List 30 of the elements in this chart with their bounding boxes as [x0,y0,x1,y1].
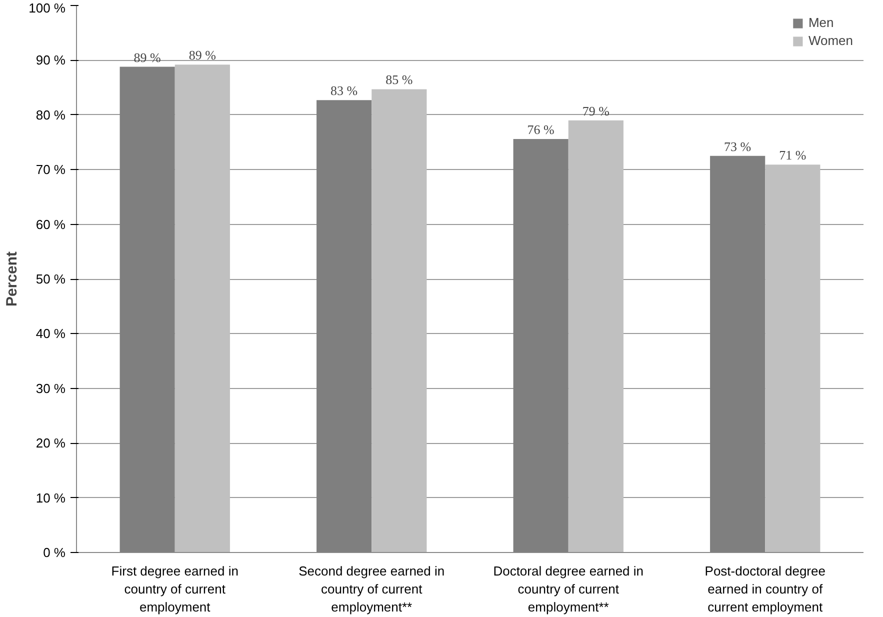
x-tick-label: First degree earned in country of current employment [111,564,238,614]
y-tick-label: 50 % [36,272,66,286]
legend-label: Men [808,15,834,30]
legend-label: Women [808,33,853,48]
data-label: 73 % [724,138,752,154]
bar [372,89,427,552]
x-tick-label: Doctoral degree earned in country of current employment** [493,564,644,614]
y-tick-label: 20 % [36,436,66,451]
bar [568,120,624,552]
bar [765,164,820,552]
y-tick-label: 0 % [43,545,66,560]
data-label: 71 % [779,148,806,163]
x-tick-label: Post-doctoral degree earned in country of current employment [704,564,826,614]
y-tick-label: 10 % [36,490,66,506]
y-tick-label: 30 % [36,380,66,396]
data-label: 83 % [330,83,358,98]
y-axis-title: Percent [4,251,21,307]
x-tick-label: Second degree earned in country of current employment** [298,564,445,614]
data-label: 89 % [188,48,216,63]
y-tick-label: 40 % [36,326,66,342]
data-label: 89 % [134,50,162,65]
bar [174,64,230,552]
data-label: 85 % [386,72,413,88]
data-label: 79 % [582,103,610,118]
y-tick-label: 70 % [36,162,66,178]
y-tick-label: 100 % [28,0,66,16]
data-label: 76 % [527,122,555,137]
y-tick-label: 60 % [36,216,66,232]
y-tick-label: 90 % [36,52,66,68]
y-tick-label: 80 % [36,107,66,122]
